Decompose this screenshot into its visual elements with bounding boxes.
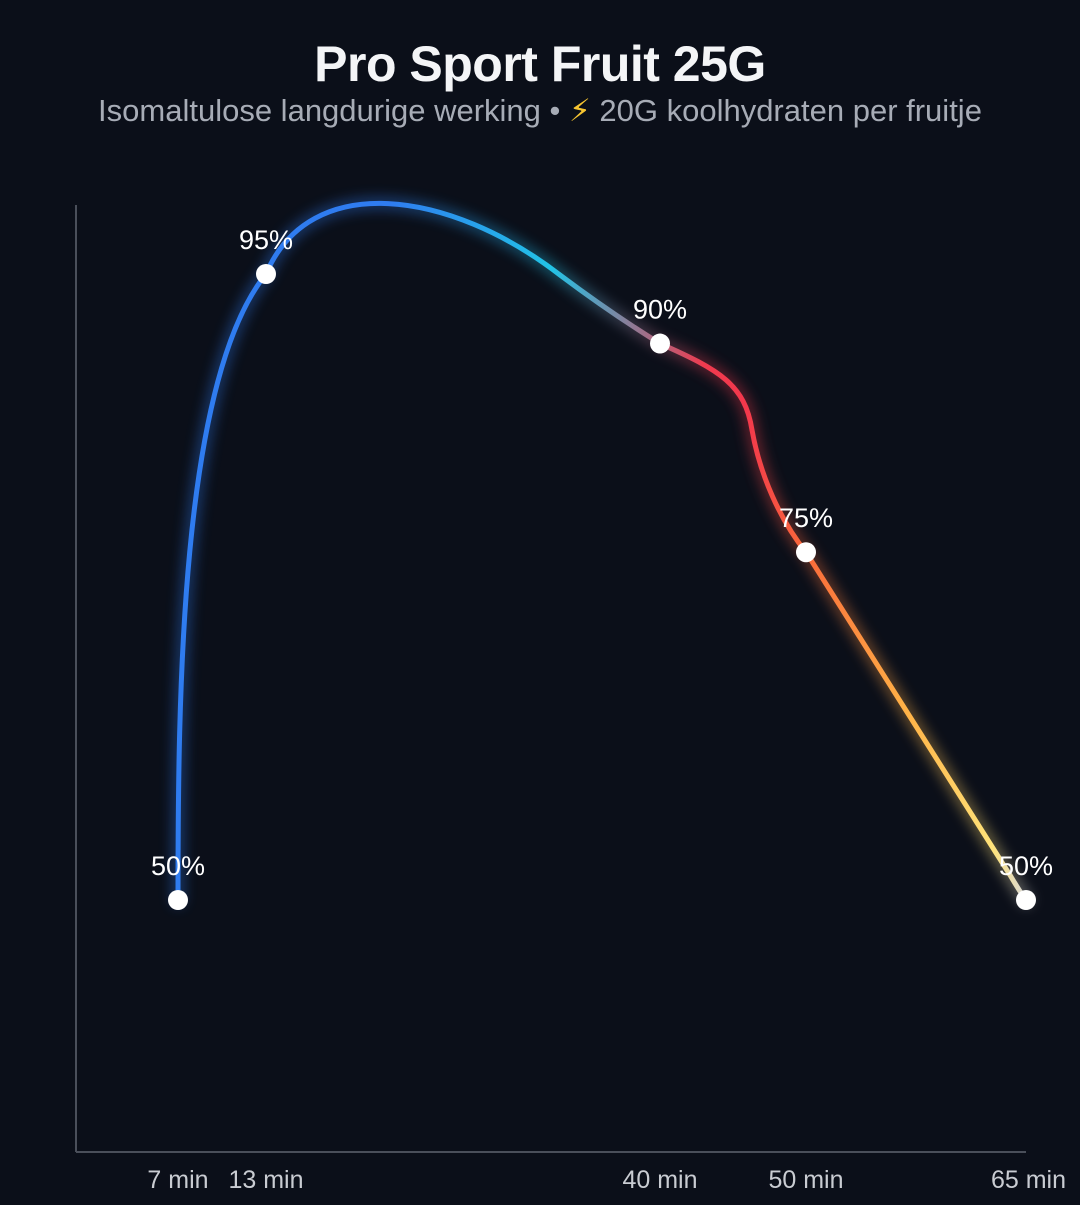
subtitle-text-before: Isomaltulose langdurige werking • [98,93,569,128]
x-tick-label: 40 min [622,1166,697,1194]
x-tick-label: 65 min [991,1166,1066,1194]
x-tick-label: 50 min [768,1166,843,1194]
data-label: 50% [151,851,205,881]
data-label: 75% [779,503,833,533]
data-point [256,264,276,284]
data-point [650,333,670,354]
lightning-bolt-icon: ⚡ [568,93,591,128]
data-label: 95% [239,225,293,255]
data-point [1016,890,1036,910]
x-tick-label: 13 min [228,1166,303,1194]
chart-title: Pro Sport Fruit 25G [314,36,766,92]
x-tick-label: 7 min [147,1166,208,1194]
data-label: 90% [633,295,687,325]
subtitle-text-after: 20G koolhydraten per fruitje [590,93,982,128]
data-point [168,890,188,910]
data-point [796,542,816,563]
data-label: 50% [999,851,1053,881]
series-line [175,201,1029,903]
chart-subtitle: Isomaltulose langdurige werking • ⚡ 20G … [0,93,1080,129]
